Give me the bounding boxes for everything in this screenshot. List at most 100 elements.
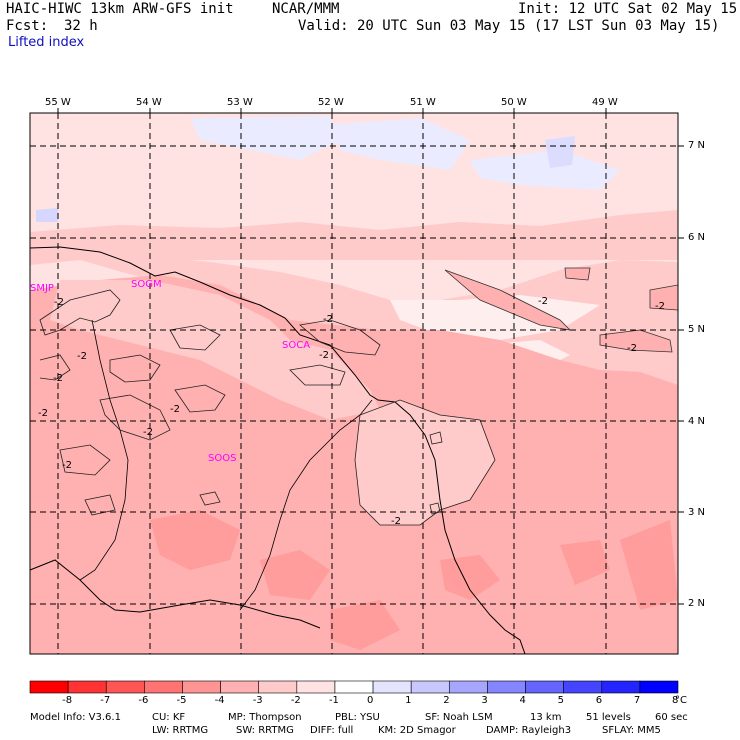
- colorbar-swatch: [67, 680, 107, 694]
- colorbar-swatch: [525, 680, 564, 694]
- contour-label: -2: [627, 343, 637, 354]
- colorbar-tick-label: 3: [481, 695, 488, 706]
- coastline: [29, 246, 526, 655]
- colorbar-swatch: [448, 680, 488, 694]
- init-time: Init: 12 UTC Sat 02 May 15: [518, 1, 738, 17]
- colorbar-tick-label: -5: [176, 695, 187, 706]
- footer-resolution: 13 km: [530, 712, 562, 723]
- colorbar-tick-label: -3: [252, 695, 263, 706]
- colorbar-swatch: [563, 680, 603, 694]
- shaded-field: [30, 113, 678, 654]
- contour-label: -2: [538, 296, 548, 307]
- shade-amapa-light: [355, 400, 495, 525]
- colorbar-swatch: [29, 680, 69, 694]
- colorbar-tick-label: -6: [138, 695, 149, 706]
- footer-model-info: Model Info: V3.6.1: [30, 712, 121, 723]
- colorbar-tick-label: -2: [290, 695, 301, 706]
- colorbar-tick-label: 5: [557, 695, 565, 706]
- top-ticks: [57, 108, 684, 605]
- colorbar-swatch: [220, 680, 260, 694]
- colorbar-tick-label: -8: [62, 695, 73, 706]
- colorbar-tick-label: 8: [672, 695, 679, 706]
- colorbar-tick-label: 7: [633, 695, 641, 706]
- colorbar-tick-label: 4: [519, 695, 526, 706]
- footer-pbl: PBL: YSU: [335, 712, 380, 723]
- shade-white-strip: [390, 295, 600, 340]
- borders: [79, 319, 373, 611]
- lon-label-53w: 53 W: [227, 97, 253, 108]
- shade-island-2: [564, 267, 591, 281]
- lon-label-51w: 51 W: [410, 97, 436, 108]
- shade-dark-2: [260, 550, 330, 600]
- shade-blue-patch-2: [330, 118, 470, 170]
- footer-cu: CU: KF: [152, 712, 186, 723]
- footer-damp: DAMP: Rayleigh3: [486, 725, 572, 736]
- station-label-smjp: SMJP: [30, 283, 54, 294]
- shade-blue-patch-5: [36, 208, 58, 222]
- footer-mp: MP: Thompson: [228, 712, 302, 723]
- colorbar-swatch: [182, 680, 221, 694]
- lat-label-5n: 5 N: [688, 324, 706, 335]
- footer-diff: DIFF: full: [310, 725, 354, 736]
- lon-label-50w: 50 W: [501, 97, 527, 108]
- colorbar-swatch: [258, 680, 298, 694]
- valid-time: Valid: 20 UTC Sun 03 May 15 (17 LST Sun …: [298, 18, 720, 34]
- station-label-soos: SOOS: [208, 453, 237, 464]
- contours: [39, 289, 496, 526]
- shade-dark-3: [620, 520, 678, 610]
- colorbar-tick-label: -7: [100, 695, 111, 706]
- contour-label: -2: [655, 301, 665, 312]
- colorbar-swatch: [296, 680, 336, 694]
- colorbar-swatch: [487, 680, 526, 694]
- colorbar-swatch: [372, 680, 412, 694]
- shade-island-4: [649, 284, 678, 311]
- station-label-soca: SOCA: [282, 340, 311, 351]
- contour-label: -2: [62, 460, 72, 471]
- contour-label: -2: [391, 516, 401, 527]
- footer-km: KM: 2D Smagor: [378, 725, 456, 736]
- contour-label: -2: [143, 427, 153, 438]
- shade-band-6n: [30, 210, 678, 260]
- colorbar-tick-label: 2: [443, 695, 450, 706]
- colorbar-swatch: [410, 680, 450, 694]
- lat-label-7n: 7 N: [688, 140, 706, 151]
- colorbar-swatch: [144, 680, 183, 694]
- footer-sf: SF: Noah LSM: [425, 712, 493, 723]
- footer-sflay: SFLAY: MM5: [602, 725, 661, 736]
- shade-dark-5: [440, 555, 500, 600]
- contour-label: -2: [319, 350, 329, 361]
- lon-label-52w: 52 W: [318, 97, 344, 108]
- lat-label-3n: 3 N: [688, 507, 706, 518]
- contour-label: -2: [77, 351, 87, 362]
- shade-dark-4: [330, 600, 400, 650]
- contour-label: -2: [54, 297, 64, 308]
- colorbar-tick-label: 0: [367, 695, 374, 706]
- shade-coastal-light: [50, 280, 380, 420]
- shade-blue-patch-3: [470, 150, 620, 190]
- forecast-hour: 32 h: [64, 18, 98, 34]
- colorbar-tick-label: -4: [214, 695, 225, 706]
- colorbar-tick-label: 6: [595, 695, 603, 706]
- contour-label: -2: [323, 314, 333, 325]
- field-name: Lifted index: [8, 35, 85, 50]
- footer-levels: 51 levels: [586, 712, 631, 723]
- colorbar-swatch: [105, 680, 145, 694]
- lon-label-49w: 49 W: [592, 97, 618, 108]
- shade-blue-patch-1: [190, 116, 340, 160]
- colorbar-unit: °C: [675, 695, 687, 706]
- lat-label-4n: 4 N: [688, 416, 706, 427]
- colorbar-tick-label: -1: [328, 695, 339, 706]
- colorbar: [29, 680, 679, 694]
- colorbar-tick-label: 1: [405, 695, 412, 706]
- forecast-label: Fcst:: [6, 18, 49, 34]
- shade-dark-1: [150, 510, 240, 570]
- shade-dark-6: [560, 540, 610, 585]
- lon-label-55w: 55 W: [45, 97, 71, 108]
- contour-label: -2: [38, 408, 48, 419]
- footer-sw: SW: RRTMG: [236, 725, 294, 736]
- colorbar-swatch: [639, 680, 679, 694]
- plot-frame: [29, 112, 679, 655]
- model-title: HAIC-HIWC 13km ARW-GFS init: [6, 1, 234, 17]
- lat-label-6n: 6 N: [688, 232, 706, 243]
